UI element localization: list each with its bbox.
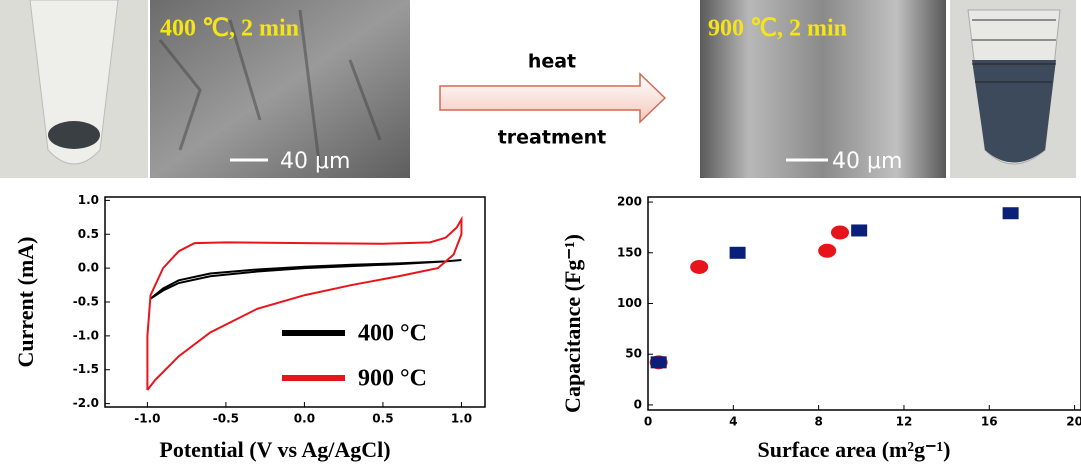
x-axis-label: Surface area (m²g⁻¹) bbox=[757, 437, 950, 462]
photo-right bbox=[950, 0, 1076, 178]
sem-left: 400 ℃, 2 min 40 μm bbox=[150, 0, 410, 178]
x-tick-label: 4 bbox=[729, 415, 737, 429]
scale-label: 40 μm bbox=[832, 149, 902, 174]
x-tick-label: -1.0 bbox=[134, 412, 160, 426]
point bbox=[851, 224, 867, 236]
sem-label: 900 ℃, 2 min bbox=[708, 16, 847, 42]
y-tick-label: 0.0 bbox=[78, 261, 99, 275]
point bbox=[818, 244, 836, 258]
point bbox=[831, 226, 849, 240]
legend-label: 400 °C bbox=[358, 321, 427, 347]
y-tick-label: 200 bbox=[617, 195, 642, 209]
y-tick-label: -2.0 bbox=[73, 396, 99, 410]
scale-label: 40 μm bbox=[280, 149, 350, 174]
y-tick-label: 0 bbox=[634, 397, 642, 411]
x-tick-label: 12 bbox=[896, 415, 913, 429]
arrow-label: treatment bbox=[498, 127, 607, 149]
x-tick-label: 20 bbox=[1066, 415, 1081, 429]
x-tick-label: -0.5 bbox=[213, 412, 239, 426]
y-tick-label: 0.5 bbox=[78, 227, 99, 241]
sem-label: 400 ℃, 2 min bbox=[160, 16, 299, 42]
point bbox=[651, 356, 667, 368]
photo-left bbox=[0, 0, 148, 178]
y-tick-label: 1.0 bbox=[78, 193, 99, 207]
x-tick-label: 8 bbox=[814, 415, 822, 429]
y-axis-label: Capacitance (Fg⁻¹) bbox=[560, 234, 585, 413]
y-tick-label: 150 bbox=[617, 245, 642, 259]
x-tick-label: 0.0 bbox=[294, 412, 315, 426]
charts: -1.0 -0.5 0.0 0.5 1.0 1.0 0.5 0.0 -0.5 -1.0 -1.5 -2… bbox=[13, 193, 1081, 462]
cv-curve bbox=[147, 219, 461, 390]
legend-label: 900 °C bbox=[358, 366, 427, 392]
x-tick-label: 0.5 bbox=[372, 412, 393, 426]
y-tick-label: -0.5 bbox=[73, 295, 99, 309]
y-tick-label: 100 bbox=[617, 296, 642, 310]
point bbox=[730, 247, 746, 259]
arrow-label: heat bbox=[528, 51, 576, 73]
point bbox=[1003, 207, 1019, 219]
x-tick-label: 1.0 bbox=[451, 412, 472, 426]
sem-right: 900 ℃, 2 min 40 μm bbox=[700, 0, 946, 178]
y-axis-label: Current (mA) bbox=[13, 237, 38, 368]
figure: 400 ℃, 2 min 40 μm heat treatment 900 ℃,… bbox=[0, 0, 1081, 472]
x-axis-label: Potential (V vs Ag/AgCl) bbox=[159, 437, 390, 462]
x-tick-label: 0 bbox=[644, 415, 652, 429]
x-tick-label: 16 bbox=[981, 415, 998, 429]
y-tick-label: -1.5 bbox=[73, 362, 99, 376]
arrow: heat treatment bbox=[440, 51, 665, 149]
y-tick-label: -1.0 bbox=[73, 328, 99, 342]
y-tick-label: 50 bbox=[625, 347, 642, 361]
point bbox=[690, 260, 708, 274]
cv-curve bbox=[151, 260, 462, 299]
